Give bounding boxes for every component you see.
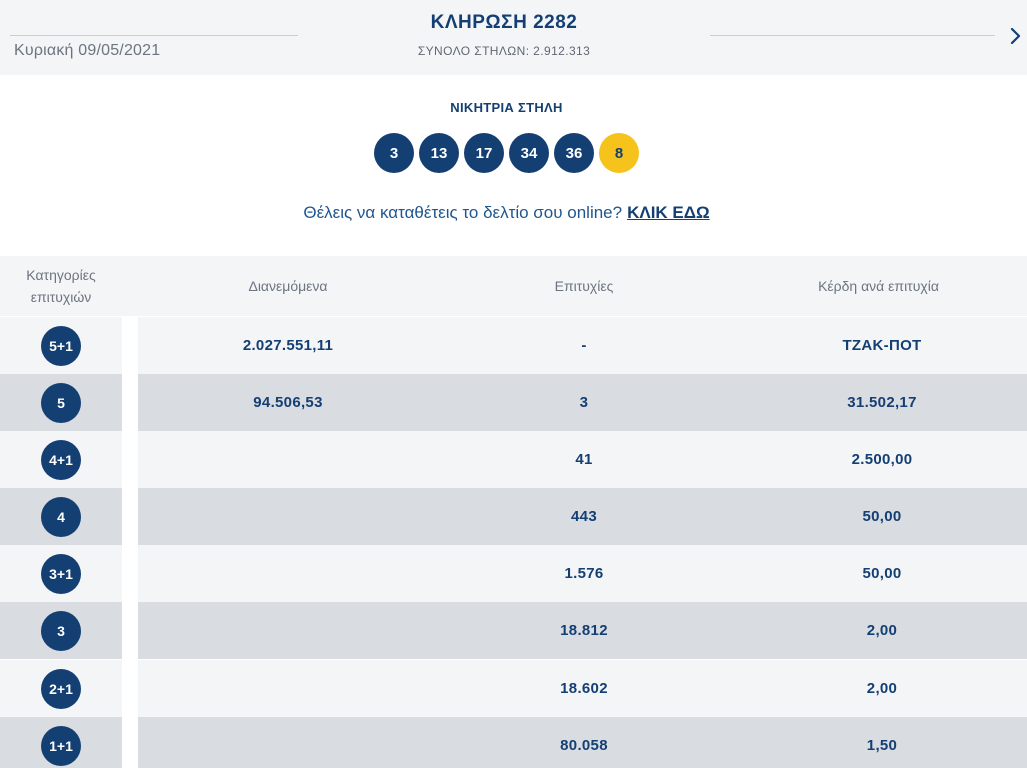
category-badge: 5: [41, 382, 81, 423]
prize-value: 2,00: [866, 680, 898, 697]
winning-number-ball: 36: [554, 133, 594, 173]
winning-numbers: 3 13 17 34 36 8: [374, 133, 639, 173]
header-divider-left: [10, 35, 298, 36]
successes-value: 18.812: [560, 622, 608, 639]
table-row: 4 443 50,00: [0, 488, 1027, 545]
winning-column-title: ΝΙΚΗΤΡΙΑ ΣΤΗΛΗ: [450, 100, 563, 115]
distributed-value: [138, 488, 438, 545]
category-badge: 3+1: [41, 553, 81, 594]
table-row: 4+1 41 2.500,00: [0, 431, 1027, 488]
prize-table-header: Κατηγορίες επιτυχιών Διανεμόμενα Επιτυχί…: [0, 256, 1027, 316]
successes-value: 443: [571, 508, 597, 525]
prize-value: 50,00: [862, 508, 902, 525]
table-row: 3 18.812 2,00: [0, 602, 1027, 659]
draw-date: Κυριακή 09/05/2021: [14, 42, 161, 59]
successes-value: 1.576: [564, 565, 604, 582]
prize-value: 2,00: [866, 622, 898, 639]
table-row: 5 94.506,53 3 31.502,17: [0, 374, 1027, 431]
distributed-value: 94.506,53: [253, 394, 323, 411]
header-categories: Κατηγορίες επιτυχιών: [26, 267, 96, 305]
distributed-value: [138, 660, 438, 717]
table-row: 2+1 18.602 2,00: [0, 660, 1027, 717]
prize-value: 2.500,00: [851, 451, 913, 468]
online-play-text: Θέλεις να καταθέτεις το δελτίο σου onlin…: [303, 203, 623, 222]
distributed-value: [138, 545, 438, 602]
successes-value: 80.058: [560, 737, 608, 754]
online-play-prompt: Θέλεις να καταθέτεις το δελτίο σου onlin…: [0, 203, 1013, 223]
successes-value: 3: [579, 394, 589, 411]
table-row: 3+1 1.576 50,00: [0, 545, 1027, 602]
draw-header: Κυριακή 09/05/2021 ΚΛΗΡΩΣΗ 2282 ΣΥΝΟΛΟ Σ…: [0, 0, 1027, 75]
winning-number-ball: 17: [464, 133, 504, 173]
header-prize: Κέρδη ανά επιτυχία: [818, 278, 939, 294]
chevron-right-icon: [1010, 27, 1021, 45]
winning-number-ball: 34: [509, 133, 549, 173]
successes-value: 41: [575, 451, 593, 468]
successes-value: 18.602: [560, 680, 608, 697]
bonus-number-ball: 8: [599, 133, 639, 173]
distributed-value: [138, 602, 438, 659]
click-here-link[interactable]: ΚΛΙΚ ΕΔΩ: [627, 203, 710, 222]
prize-value: 50,00: [862, 565, 902, 582]
category-badge: 5+1: [41, 325, 81, 366]
category-badge: 4: [41, 496, 81, 537]
category-badge: 1+1: [41, 725, 81, 766]
category-badge: 3: [41, 610, 81, 651]
header-successes: Επιτυχίες: [554, 278, 614, 294]
distributed-value: 2.027.551,11: [242, 337, 334, 354]
category-badge: 2+1: [41, 668, 81, 709]
winning-number-ball: 13: [419, 133, 459, 173]
prize-value: ΤΖΑΚ-ΠΟΤ: [842, 337, 922, 354]
next-draw-button[interactable]: [1004, 24, 1026, 48]
table-row: 1+1 80.058 1,50: [0, 717, 1027, 768]
prize-value: 1,50: [866, 737, 898, 754]
category-badge: 4+1: [41, 439, 81, 480]
distributed-value: [138, 431, 438, 488]
header-distributed: Διανεμόμενα: [248, 278, 328, 294]
prize-value: 31.502,17: [847, 394, 917, 411]
header-divider-right: [710, 35, 995, 36]
total-columns: ΣΥΝΟΛΟ ΣΤΗΛΩΝ: 2.912.313: [417, 44, 591, 58]
distributed-value: [138, 717, 438, 768]
draw-title: ΚΛΗΡΩΣΗ 2282: [430, 12, 578, 33]
table-row: 5+1 2.027.551,11 - ΤΖΑΚ-ΠΟΤ: [0, 317, 1027, 374]
winning-number-ball: 3: [374, 133, 414, 173]
successes-value: -: [581, 337, 587, 354]
